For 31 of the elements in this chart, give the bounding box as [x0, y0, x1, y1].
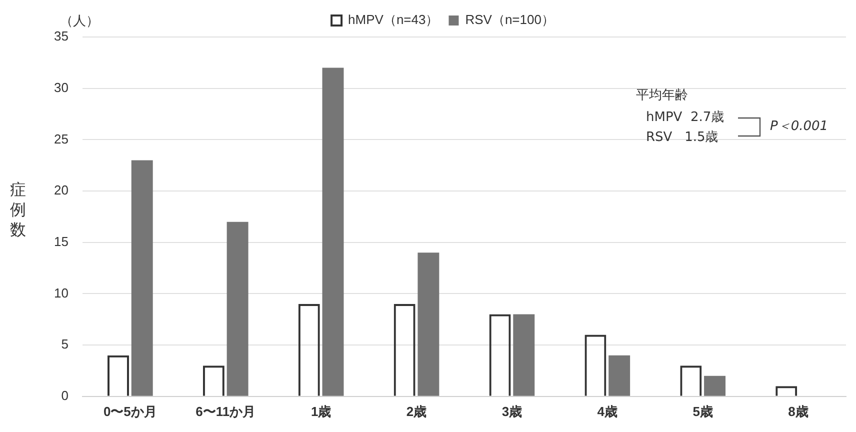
y-tick-label: 35	[54, 28, 68, 44]
text: （人）	[60, 13, 99, 30]
x-tick-label: 5歳	[692, 404, 713, 419]
x-tick-label: 3歳	[502, 404, 522, 419]
annotation: hMPV 2.7歳	[646, 109, 724, 126]
y-tick-label: 5	[61, 336, 68, 352]
legend-label: RSV（n=100）	[465, 12, 554, 28]
y-tick-label: 15	[54, 234, 68, 249]
bar	[513, 314, 535, 396]
bar	[226, 222, 248, 396]
x-tick-label: 4歳	[597, 404, 618, 419]
bar	[608, 355, 630, 396]
y-axis-title: 症例数	[10, 180, 26, 240]
bar	[704, 376, 726, 396]
y-tick-label: 0	[61, 388, 68, 403]
annotation: 平均年齢	[636, 87, 688, 104]
y-tick-label: 25	[54, 131, 68, 146]
x-tick-label: 0〜5か月	[103, 404, 157, 419]
x-tick-label: 8歳	[788, 404, 808, 419]
annotation: RSV 1.5歳	[646, 129, 718, 146]
x-tick-label: 6〜11か月	[196, 404, 256, 419]
y-tick-label: 20	[54, 182, 68, 198]
bar	[322, 68, 344, 396]
legend-label: hMPV（n=43）	[348, 12, 439, 28]
annotation: P＜0.001	[770, 118, 828, 135]
y-tick-label: 30	[54, 80, 68, 95]
bar	[131, 160, 153, 396]
y-tick-label: 10	[54, 285, 68, 300]
bar	[418, 252, 440, 396]
x-tick-label: 2歳	[406, 404, 427, 419]
x-tick-label: 1歳	[310, 404, 332, 419]
